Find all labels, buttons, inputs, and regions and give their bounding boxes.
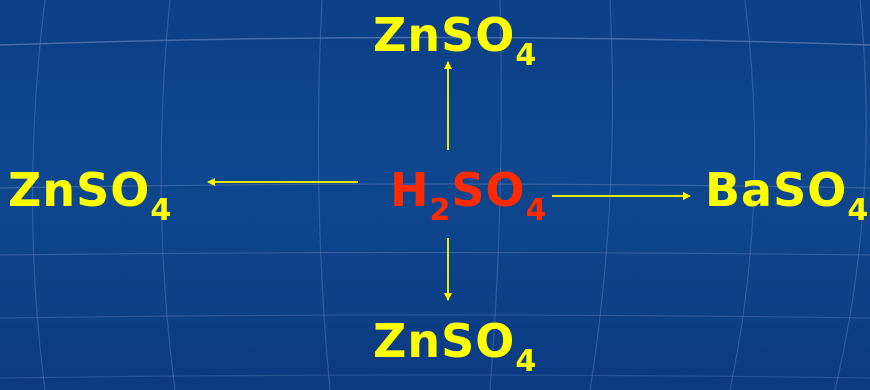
top-product-main: ZnSO: [373, 8, 516, 62]
left-product-formula: ZnSO4: [8, 167, 172, 226]
bottom-product-main: ZnSO: [373, 314, 516, 368]
bottom-product-formula: ZnSO4: [373, 318, 537, 377]
reactant-mid: SO: [451, 163, 526, 217]
right-product-formula: BaSO4: [705, 167, 869, 226]
right-product-subscript: 4: [847, 193, 870, 228]
top-product-subscript: 4: [515, 38, 538, 73]
reactant-formula: H2SO4: [390, 167, 547, 226]
reactant-subscript-2: 4: [525, 193, 548, 228]
reactant-subscript-1: 2: [429, 193, 452, 228]
bottom-product-subscript: 4: [515, 344, 538, 379]
left-product-subscript: 4: [150, 193, 173, 228]
left-product-main: ZnSO: [8, 163, 151, 217]
top-product-formula: ZnSO4: [373, 12, 537, 71]
reactant-main: H: [390, 163, 430, 217]
right-product-main: BaSO: [705, 163, 848, 217]
